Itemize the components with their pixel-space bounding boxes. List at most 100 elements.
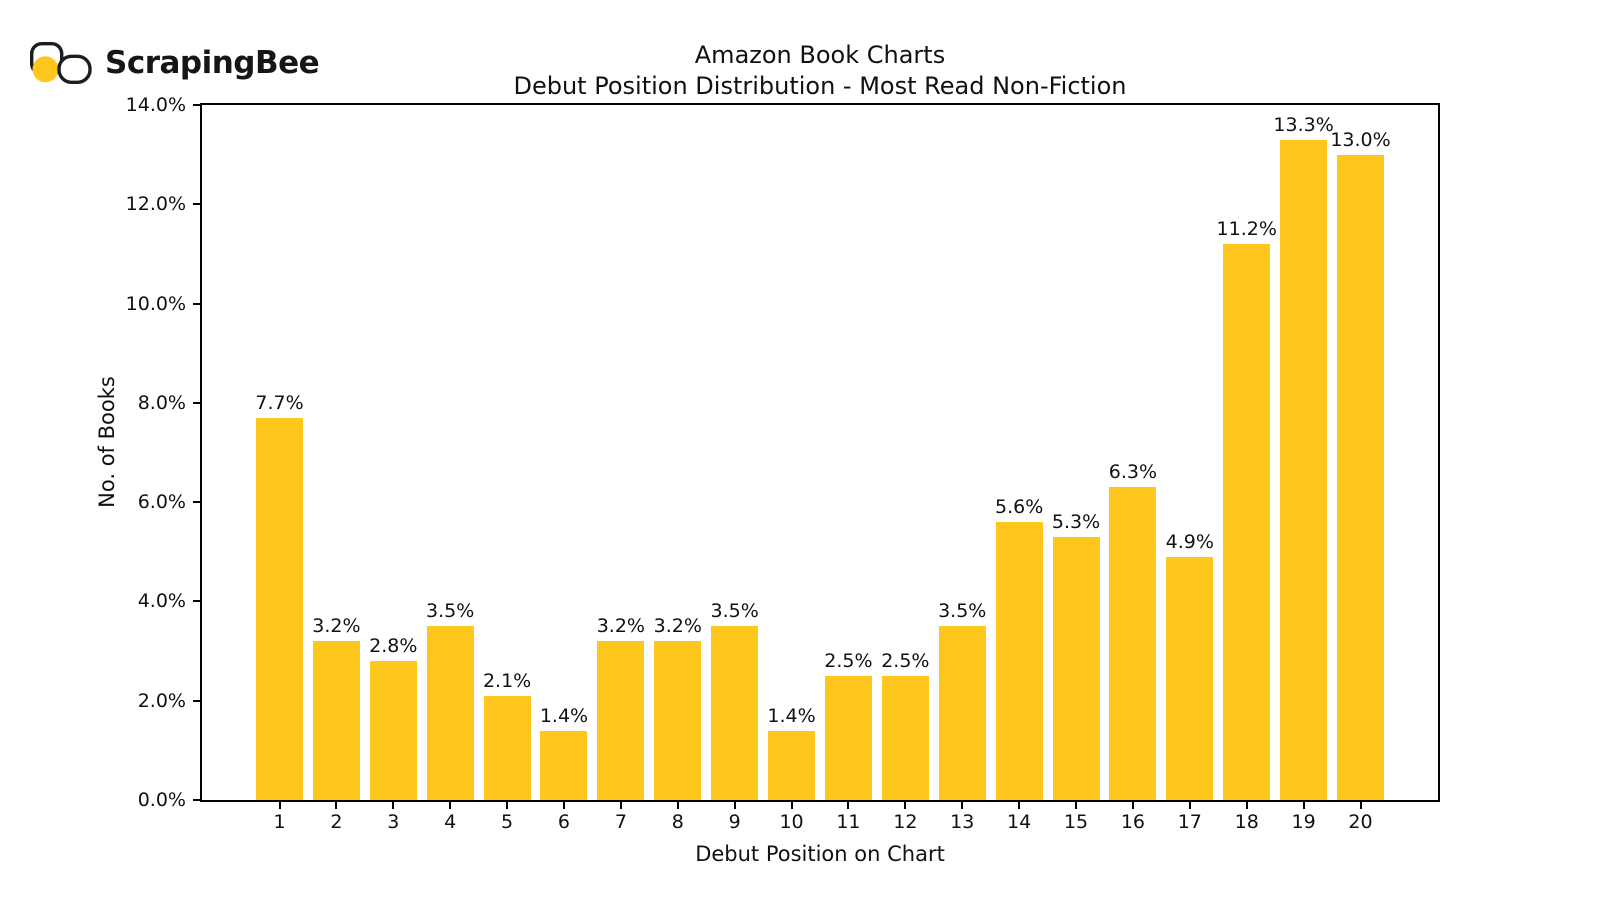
x-tick: [392, 802, 395, 809]
y-tick-label: 10.0%: [125, 292, 186, 315]
x-axis-label: Debut Position on Chart: [695, 842, 945, 866]
bar-value-label: 2.8%: [369, 635, 418, 657]
y-tick-label: 6.0%: [137, 491, 186, 514]
x-tick: [1188, 802, 1191, 809]
x-tick-label: 17: [1177, 811, 1202, 833]
x-tick-label: 14: [1007, 811, 1032, 833]
bar-value-label: 5.6%: [994, 496, 1044, 518]
bar-value-label: 1.4%: [767, 704, 816, 727]
bar-value-label: 5.3%: [1051, 510, 1101, 533]
bar: [881, 675, 929, 800]
x-tick-label: 5: [501, 811, 514, 833]
bar-value-label: 11.2%: [1216, 218, 1277, 240]
y-tick-label: 0.0%: [137, 789, 186, 811]
x-tick: [449, 802, 452, 809]
bar: [1052, 536, 1100, 800]
bar-value-label: 3.5%: [426, 600, 475, 623]
x-tick-label: 6: [557, 811, 571, 833]
bar: [483, 695, 531, 800]
bar: [711, 626, 759, 800]
x-tick-label: 19: [1291, 811, 1316, 833]
bar: [540, 730, 588, 800]
x-tick: [1075, 802, 1078, 809]
y-tick-label: 14.0%: [125, 94, 186, 116]
x-tick: [278, 802, 281, 809]
plot-area: 7.7% 3.2% 2.8% 3.5% 2.1% 1.4% 3.2% 3.2% 3.5% 1.4%…: [200, 103, 1440, 802]
bar-value-label: 13.0%: [1330, 128, 1391, 151]
x-tick: [847, 802, 850, 809]
chart-subtitle: Debut Position Distribution - Most Read …: [513, 72, 1127, 100]
y-tick-label: 4.0%: [137, 590, 186, 613]
x-tick: [506, 802, 509, 809]
bar-value-label: 3.2%: [596, 615, 645, 638]
x-tick: [1359, 802, 1362, 809]
bar-value-label: 3.5%: [938, 600, 987, 623]
y-tick: [193, 600, 200, 603]
bar: [312, 641, 360, 800]
x-tick: [562, 802, 565, 809]
x-tick-label: 13: [950, 811, 975, 833]
brand-name: ScrapingBee: [105, 45, 320, 81]
x-tick: [335, 802, 338, 809]
y-tick-label: 12.0%: [125, 193, 186, 216]
bar: [1223, 244, 1271, 800]
bar-value-label: 2.5%: [824, 649, 873, 672]
bar: [824, 675, 872, 800]
bar-value-label: 6.3%: [1108, 461, 1158, 484]
x-tick: [733, 802, 736, 809]
chart-title: Amazon Book Charts: [694, 41, 946, 69]
bar: [1280, 139, 1328, 800]
bar-value-label: 2.1%: [482, 669, 532, 692]
bar-value-label: 1.4%: [539, 704, 589, 727]
bar-value-label: 3.2%: [653, 615, 702, 638]
y-tick: [193, 203, 200, 206]
x-tick-label: 2: [330, 811, 343, 833]
y-tick: [193, 401, 200, 404]
bar-value-label: 2.5%: [881, 649, 930, 672]
bar-value-label: 13.3%: [1273, 113, 1334, 136]
bar: [1109, 487, 1157, 800]
bar: [369, 661, 417, 800]
bar: [938, 626, 986, 800]
y-tick: [193, 501, 200, 504]
y-tick: [193, 699, 200, 702]
bar: [426, 626, 474, 800]
x-tick: [1245, 802, 1248, 809]
bar-value-label: 3.5%: [710, 600, 759, 623]
x-tick: [1302, 802, 1305, 809]
y-tick: [193, 104, 200, 106]
x-tick-label: 10: [779, 811, 804, 833]
x-tick-label: 1: [273, 811, 286, 833]
brand-logo: ScrapingBee: [30, 42, 320, 84]
bar: [256, 417, 303, 800]
y-tick-label: 2.0%: [137, 689, 186, 712]
x-tick-label: 9: [728, 811, 741, 833]
bar-value-label: 7.7%: [255, 391, 304, 414]
bar-value-label: 3.2%: [312, 615, 361, 638]
x-tick: [1131, 802, 1134, 809]
x-tick-label: 12: [893, 811, 918, 833]
x-tick: [790, 802, 793, 809]
bar: [597, 641, 645, 800]
y-tick: [193, 302, 200, 305]
x-tick: [1018, 802, 1021, 809]
bar: [1166, 556, 1214, 800]
y-tick: [193, 799, 200, 801]
x-tick-label: 3: [387, 811, 400, 833]
bar: [768, 730, 816, 800]
bar: [1337, 154, 1384, 800]
x-tick: [904, 802, 907, 809]
bar: [654, 641, 702, 800]
y-tick-label: 8.0%: [137, 391, 186, 414]
x-tick-label: 4: [444, 811, 457, 833]
title-block: Amazon Book Charts Debut Position Distri…: [200, 40, 1440, 102]
x-tick-label: 15: [1063, 811, 1089, 833]
x-tick: [961, 802, 964, 809]
x-tick: [619, 802, 622, 809]
scrapingbee-logo-icon: [30, 42, 92, 84]
x-tick-label: 11: [836, 811, 861, 833]
x-tick-label: 20: [1348, 811, 1373, 833]
x-tick-label: 16: [1120, 811, 1145, 833]
x-tick-label: 18: [1234, 811, 1259, 833]
